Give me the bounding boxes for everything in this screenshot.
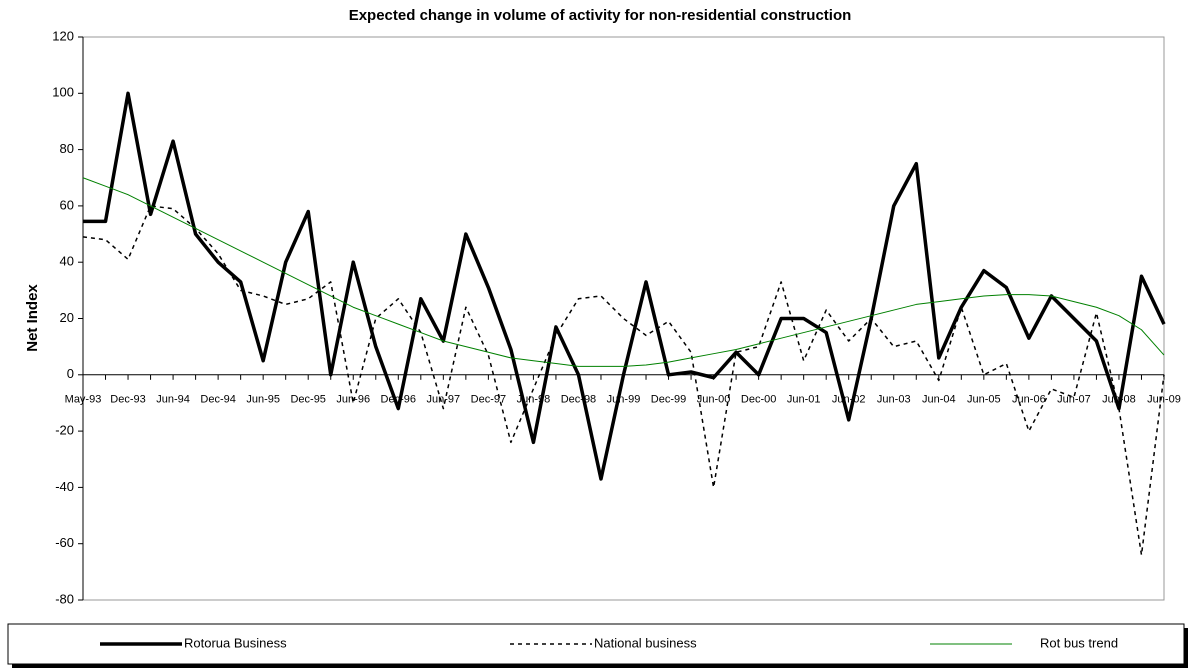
series-line — [82, 177, 1165, 367]
x-tick-label: Dec-95 — [290, 394, 325, 406]
x-tick-label: Dec-00 — [741, 394, 776, 406]
series-line — [83, 91, 1166, 481]
legend-label: Rotorua Business — [184, 635, 287, 650]
x-tick-label: Dec-94 — [200, 394, 235, 406]
x-tick-label: May-93 — [65, 394, 102, 406]
x-tick-label: Jun-94 — [156, 394, 190, 406]
x-tick-label: Jun-04 — [922, 394, 956, 406]
x-tick-label: Jun-02 — [832, 394, 866, 406]
y-tick-label: 120 — [52, 28, 74, 43]
y-tick-label: 80 — [60, 141, 74, 156]
chart-title: Expected change in volume of activity fo… — [349, 7, 852, 24]
x-tick-label: Dec-98 — [561, 394, 596, 406]
y-tick-label: -80 — [55, 591, 74, 606]
y-tick-label: -20 — [55, 423, 74, 438]
x-tick-label: Jun-01 — [787, 394, 821, 406]
x-tick-label: Jun-03 — [877, 394, 911, 406]
y-tick-label: 20 — [60, 310, 74, 325]
x-tick-label: Dec-96 — [381, 394, 416, 406]
x-tick-label: Jun-09 — [1147, 394, 1181, 406]
y-tick-label: 60 — [60, 197, 74, 212]
x-tick-label: Jun-95 — [246, 394, 280, 406]
x-tick-label: Jun-99 — [607, 394, 641, 406]
x-tick-label: Dec-93 — [110, 394, 145, 406]
x-tick-label: Dec-97 — [471, 394, 506, 406]
legend-label: Rot bus trend — [1040, 635, 1118, 650]
x-tick-label: Jun-06 — [1012, 394, 1046, 406]
x-tick-label: Jun-00 — [697, 394, 731, 406]
y-tick-label: -60 — [55, 535, 74, 550]
y-tick-label: 40 — [60, 254, 74, 269]
plot-area — [82, 36, 1165, 601]
x-tick-label: Jun-05 — [967, 394, 1001, 406]
y-tick-label: 0 — [67, 366, 74, 381]
x-tick-label: Jun-07 — [1057, 394, 1091, 406]
legend-label: National business — [594, 635, 697, 650]
x-tick-label: Jun-97 — [427, 394, 461, 406]
y-axis-label: Net Index — [24, 284, 41, 352]
x-tick-label: Dec-99 — [651, 394, 686, 406]
y-tick-label: -40 — [55, 479, 74, 494]
y-tick-label: 100 — [52, 85, 74, 100]
